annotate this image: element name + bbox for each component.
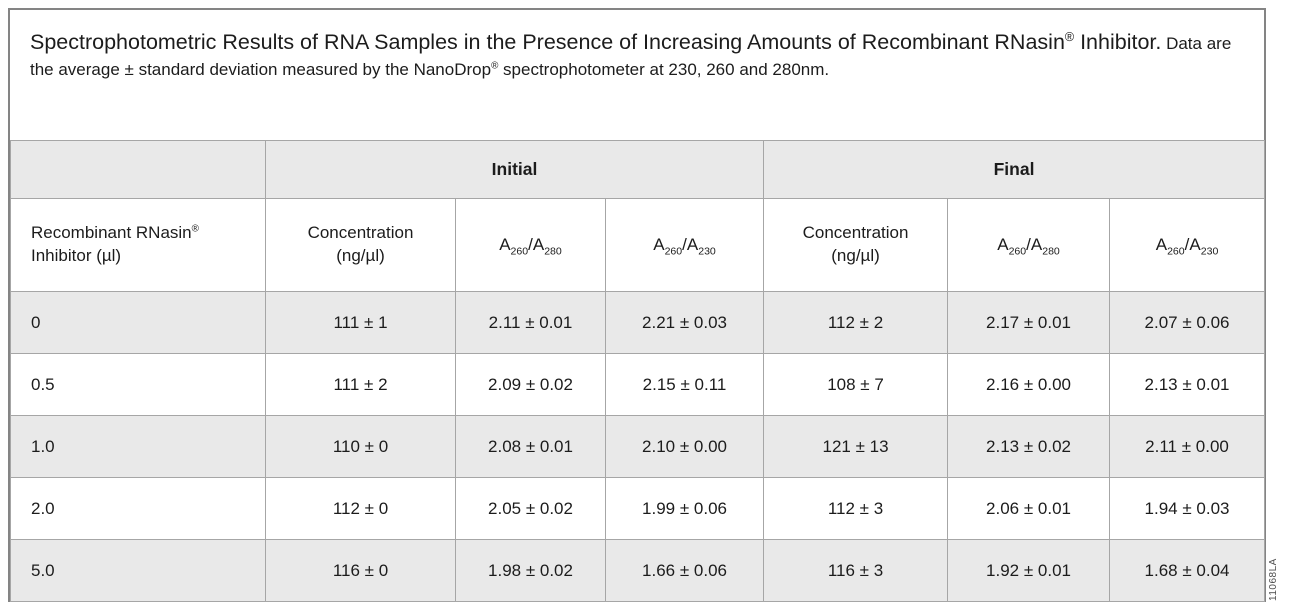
- caption-title-end: Inhibitor.: [1074, 30, 1162, 54]
- group-header-row: Initial Final: [10, 140, 1266, 199]
- cell-initial-a260-a280: 2.09 ± 0.02: [455, 353, 606, 416]
- registered-trademark-symbol: ®: [1064, 29, 1075, 44]
- cell-final-a260-a280: 2.06 ± 0.01: [947, 477, 1111, 540]
- caption-title: Spectrophotometric Results of RNA Sample…: [30, 30, 1161, 54]
- caption-title-text: Spectrophotometric Results of RNA Sample…: [30, 30, 1065, 54]
- cell-initial-concentration: 111 ± 2: [265, 353, 456, 416]
- cell-final-concentration: 121 ± 13: [763, 415, 949, 478]
- column-header-initial-a260-a280: A260/A280: [455, 198, 606, 292]
- corner-blank-cell: [10, 140, 266, 199]
- cell-initial-a260-a280: 2.08 ± 0.01: [455, 415, 606, 478]
- cell-inhibitor: 5.0: [10, 539, 266, 602]
- cell-initial-a260-a280: 2.11 ± 0.01: [455, 291, 606, 354]
- table-row: 1.0 110 ± 0 2.08 ± 0.01 2.10 ± 0.00 121 …: [10, 415, 1266, 478]
- cell-initial-a260-a230: 2.15 ± 0.11: [604, 353, 765, 416]
- column-header-final-concentration: Concentration (ng/µl): [763, 198, 949, 292]
- caption-note: Data are the average ± standard deviatio…: [30, 34, 1231, 79]
- cell-inhibitor: 0: [10, 291, 266, 354]
- table-row: 0 111 ± 1 2.11 ± 0.01 2.21 ± 0.03 112 ± …: [10, 291, 1266, 354]
- group-header-final: Final: [763, 140, 1266, 199]
- cell-final-concentration: 116 ± 3: [763, 539, 949, 602]
- cell-final-a260-a230: 2.13 ± 0.01: [1109, 353, 1266, 416]
- cell-initial-concentration: 112 ± 0: [265, 477, 456, 540]
- column-header-row: Recombinant RNasin® Inhibitor (µl) Concen…: [10, 198, 1266, 292]
- table-row: 2.0 112 ± 0 2.05 ± 0.02 1.99 ± 0.06 112 …: [10, 477, 1266, 540]
- column-header-final-a260-a280: A260/A280: [947, 198, 1111, 292]
- cell-final-a260-a230: 1.94 ± 0.03: [1109, 477, 1266, 540]
- cell-final-a260-a280: 2.13 ± 0.02: [947, 415, 1111, 478]
- cell-initial-a260-a230: 1.66 ± 0.06: [604, 539, 765, 602]
- table-row: 0.5 111 ± 2 2.09 ± 0.02 2.15 ± 0.11 108 …: [10, 353, 1266, 416]
- figure-reference-code: 11068LA: [1268, 558, 1279, 601]
- registered-trademark-symbol: ®: [191, 223, 199, 235]
- results-table: Initial Final Recombinant RNasin® Inhibit…: [10, 140, 1266, 602]
- cell-initial-a260-a230: 2.10 ± 0.00: [604, 415, 765, 478]
- cell-final-a260-a280: 2.17 ± 0.01: [947, 291, 1111, 354]
- cell-final-a260-a280: 2.16 ± 0.00: [947, 353, 1111, 416]
- registered-trademark-symbol: ®: [491, 59, 499, 71]
- column-header-initial-a260-a230: A260/A230: [604, 198, 765, 292]
- column-header-final-a260-a230: A260/A230: [1109, 198, 1266, 292]
- cell-initial-concentration: 111 ± 1: [265, 291, 456, 354]
- table-row: 5.0 116 ± 0 1.98 ± 0.02 1.66 ± 0.06 116 …: [10, 539, 1266, 602]
- column-header-initial-concentration: Concentration (ng/µl): [265, 198, 456, 292]
- cell-initial-concentration: 110 ± 0: [265, 415, 456, 478]
- cell-inhibitor: 0.5: [10, 353, 266, 416]
- group-header-initial: Initial: [264, 140, 765, 199]
- figure-panel: Spectrophotometric Results of RNA Sample…: [8, 8, 1266, 602]
- cell-final-a260-a230: 2.11 ± 0.00: [1109, 415, 1266, 478]
- caption-note-end: spectrophotometer at 230, 260 and 280nm.: [498, 59, 830, 79]
- cell-final-concentration: 112 ± 3: [763, 477, 949, 540]
- cell-initial-a260-a230: 2.21 ± 0.03: [604, 291, 765, 354]
- cell-initial-a260-a280: 1.98 ± 0.02: [455, 539, 606, 602]
- cell-final-concentration: 108 ± 7: [763, 353, 949, 416]
- cell-final-a260-a280: 1.92 ± 0.01: [947, 539, 1111, 602]
- cell-final-a260-a230: 1.68 ± 0.04: [1109, 539, 1266, 602]
- cell-initial-a260-a280: 2.05 ± 0.02: [455, 477, 606, 540]
- column-header-inhibitor: Recombinant RNasin® Inhibitor (µl): [10, 198, 266, 292]
- caption-note-text: Data are the average ± standard deviatio…: [30, 34, 1232, 79]
- cell-final-concentration: 112 ± 2: [763, 291, 949, 354]
- cell-inhibitor: 1.0: [10, 415, 266, 478]
- figure-caption: Spectrophotometric Results of RNA Sample…: [10, 10, 1264, 140]
- cell-inhibitor: 2.0: [10, 477, 266, 540]
- cell-final-a260-a230: 2.07 ± 0.06: [1109, 291, 1266, 354]
- cell-initial-a260-a230: 1.99 ± 0.06: [604, 477, 765, 540]
- cell-initial-concentration: 116 ± 0: [265, 539, 456, 602]
